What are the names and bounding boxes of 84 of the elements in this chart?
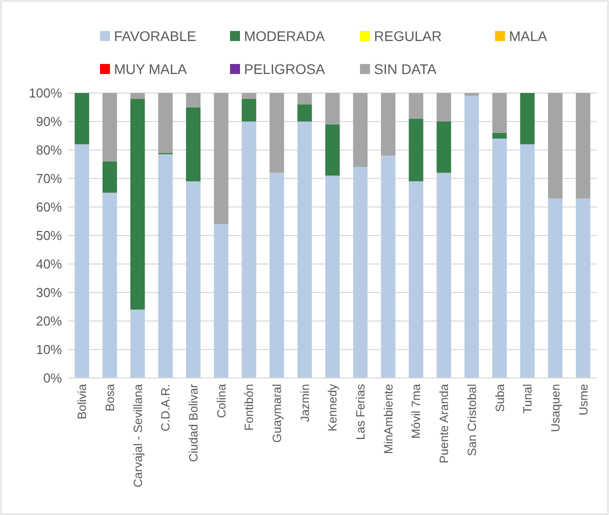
bar (242, 98, 256, 122)
bar (270, 93, 284, 173)
bar (214, 93, 228, 224)
y-tick-label: 80% (36, 142, 62, 158)
x-tick-label: Bolivia (75, 384, 90, 420)
bar (297, 93, 312, 104)
bar (576, 198, 590, 378)
bar (548, 198, 562, 378)
x-tick-label: Carvajal - Sevillana (130, 384, 145, 488)
bar (492, 132, 507, 139)
y-tick-label: 50% (36, 228, 62, 244)
bar (102, 192, 117, 378)
x-tick-label: San Cristobal (464, 384, 479, 456)
bar (353, 167, 368, 378)
bar (158, 154, 173, 378)
bar (408, 181, 424, 378)
y-tick-label: 20% (36, 314, 62, 329)
y-tick-label: 100% (28, 86, 62, 101)
bar (186, 107, 201, 182)
x-tick-label: Fontibón (242, 384, 256, 431)
bar (325, 124, 340, 176)
legend-label: REGULAR (374, 28, 442, 44)
x-tick-label: Colina (214, 384, 228, 418)
x-tick-label: Ciudad Bolivar (186, 384, 200, 462)
x-tick-label: Kennedy (326, 384, 340, 432)
bar (520, 144, 535, 378)
bar (158, 93, 173, 153)
y-tick-label: 60% (36, 200, 62, 215)
bar (520, 93, 535, 144)
x-tick-label: Usaquen (548, 384, 562, 432)
bar (492, 93, 507, 133)
bar (353, 93, 368, 168)
y-tick-label: 40% (36, 256, 62, 272)
bar (492, 138, 507, 378)
bar (102, 93, 117, 162)
bar (464, 93, 479, 96)
x-tick-label: Jazmin (298, 384, 312, 422)
bar (325, 93, 340, 124)
y-tick-label: 10% (36, 342, 62, 358)
x-tick-label: Usme (576, 384, 590, 416)
x-tick-label: MinAmbiente (381, 384, 396, 454)
bar (436, 122, 452, 173)
y-tick-label: 30% (36, 285, 62, 300)
bar (130, 98, 145, 310)
bar (297, 122, 312, 378)
x-tick-label: Las Ferias (354, 384, 368, 440)
bar (186, 181, 201, 378)
legend-label: SIN DATA (374, 60, 438, 77)
legend-label: PELIGROSA (244, 60, 326, 77)
bar (297, 104, 312, 122)
bar (242, 93, 256, 99)
bar (130, 93, 145, 99)
bar (436, 93, 452, 122)
bar (408, 93, 424, 119)
bar (408, 118, 424, 182)
y-tick-label: 90% (36, 114, 62, 130)
bar (380, 156, 396, 378)
x-tick-label: Tunal (520, 384, 535, 414)
bar (270, 172, 284, 378)
legend-label: MODERADA (244, 28, 326, 44)
bar (325, 176, 340, 378)
bar (186, 93, 201, 108)
bar (242, 122, 256, 378)
bar (74, 93, 90, 144)
y-tick-label: 0% (43, 370, 62, 386)
legend-label: MALA (509, 28, 548, 44)
bar (130, 310, 145, 378)
bar (576, 93, 590, 198)
legend-label: MUY MALA (114, 60, 188, 77)
bar (436, 172, 452, 378)
bar (464, 96, 479, 378)
bar (548, 93, 562, 198)
bar (102, 161, 117, 193)
x-tick-label: Suba (492, 384, 507, 412)
legend-label: FAVORABLE (114, 28, 196, 44)
bar (380, 93, 396, 156)
x-tick-label: Móvil 7ma (409, 384, 424, 439)
x-tick-label: Bosa (102, 384, 117, 412)
bar (74, 144, 90, 378)
x-tick-label: C.D.A.R. (158, 384, 173, 432)
bar (214, 224, 228, 378)
x-tick-label: Guaymaral (270, 384, 284, 443)
x-tick-label: Puente Aranda (437, 384, 452, 464)
y-tick-label: 70% (36, 171, 62, 186)
